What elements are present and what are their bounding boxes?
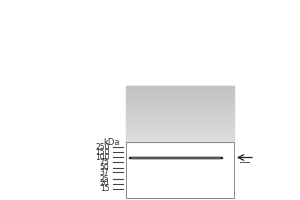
Bar: [126, 130, 234, 131]
Bar: [126, 109, 234, 110]
Text: 75: 75: [100, 158, 110, 167]
Text: 250: 250: [95, 143, 109, 152]
Bar: [126, 137, 234, 138]
Bar: [126, 111, 234, 112]
Bar: [126, 135, 234, 136]
Bar: [126, 90, 234, 91]
Bar: [126, 95, 234, 96]
Bar: [129, 157, 222, 158]
Text: 37: 37: [100, 168, 110, 177]
Bar: [126, 86, 234, 87]
Bar: [126, 132, 234, 133]
Bar: [126, 103, 234, 104]
Bar: [126, 136, 234, 137]
Bar: [126, 106, 234, 107]
Bar: [126, 122, 234, 123]
Text: 50: 50: [100, 163, 110, 172]
Bar: [126, 126, 234, 127]
Text: kDa: kDa: [103, 138, 120, 147]
Bar: [126, 101, 234, 102]
Bar: [126, 108, 234, 109]
Bar: [126, 97, 234, 98]
Bar: [126, 102, 234, 103]
Text: 100: 100: [95, 153, 109, 162]
Bar: [126, 139, 234, 140]
Bar: [126, 125, 234, 126]
Bar: [126, 118, 234, 119]
Bar: [126, 93, 234, 94]
Bar: [126, 87, 234, 88]
Bar: [126, 131, 234, 132]
Bar: [126, 107, 234, 108]
Bar: [126, 128, 234, 129]
Bar: [126, 138, 234, 139]
Bar: [126, 104, 234, 105]
Bar: [126, 98, 234, 99]
Bar: [132, 157, 219, 158]
Bar: [126, 142, 234, 198]
Bar: [126, 89, 234, 90]
Bar: [126, 123, 234, 124]
Bar: [126, 119, 234, 120]
Bar: [126, 92, 234, 93]
Bar: [126, 120, 234, 121]
Bar: [126, 133, 234, 134]
Bar: [126, 110, 234, 111]
Bar: [126, 113, 234, 114]
Bar: [126, 116, 234, 117]
Bar: [126, 94, 234, 95]
Bar: [126, 105, 234, 106]
Bar: [126, 100, 234, 101]
Bar: [126, 134, 234, 135]
Bar: [126, 96, 234, 97]
Bar: [126, 127, 234, 128]
Bar: [126, 121, 234, 122]
Bar: [126, 117, 234, 118]
Bar: [126, 112, 234, 113]
Bar: [126, 114, 234, 115]
Bar: [126, 124, 234, 125]
Bar: [126, 141, 234, 142]
Bar: [126, 88, 234, 89]
Bar: [126, 91, 234, 92]
Text: 25: 25: [100, 175, 110, 184]
Text: 150: 150: [95, 148, 109, 157]
Bar: [126, 129, 234, 130]
Bar: [126, 140, 234, 141]
Bar: [126, 115, 234, 116]
Text: 20: 20: [100, 179, 110, 188]
Text: 15: 15: [100, 184, 110, 193]
Bar: [126, 99, 234, 100]
